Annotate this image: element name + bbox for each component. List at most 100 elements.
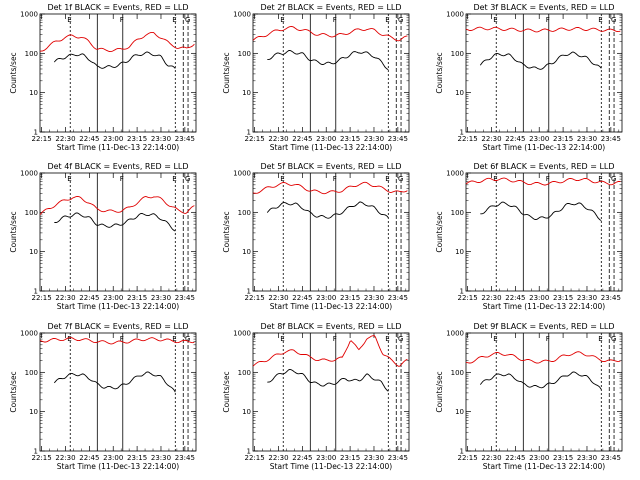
panel-title: Det 3f BLACK = Events, RED = LLD [473,3,614,12]
events-series-line [267,50,389,71]
y-tick-label: 1 [247,448,251,456]
x-tick-label: 23:30 [577,294,597,302]
x-tick-label: 23:30 [151,454,171,462]
lld-series-line [39,31,195,53]
x-tick-label: 23:15 [553,454,573,462]
y-axis-label: Counts/sec [435,52,444,93]
x-tick-label: 22:30 [481,454,501,462]
y-tick-label: 10 [29,408,38,416]
panel-title: Det 6f BLACK = Events, RED = LLD [473,162,614,171]
x-axis-label: Start Time (11-Dec-13 22:14:00) [483,143,605,152]
x-tick-label: 23:15 [127,294,147,302]
x-tick-label: 23:00 [103,454,123,462]
y-tick-label: 10 [29,248,38,256]
marker-label: E [493,175,497,183]
x-tick-label: 23:15 [340,294,360,302]
plot-frame [465,172,623,292]
lld-series-line [465,26,621,33]
y-tick-label: 1000 [233,330,251,338]
x-tick-label: 22:15 [31,294,51,302]
x-axis-label: Start Time (11-Dec-13 22:14:00) [57,302,179,311]
x-tick-label: 23:45 [601,135,621,143]
marker-label: E [493,335,497,343]
x-tick-label: 22:30 [55,294,75,302]
plot-frame [252,13,410,133]
panel-1: Det 1f BLACK = Events, RED = LLD 1 10 100 10… [9,3,197,152]
marker-label: E [385,16,389,24]
y-tick-label: 100 [451,369,464,377]
plot-frame [39,332,197,452]
marker-label: F [546,335,550,343]
panel-title: Det 4f BLACK = Events, RED = LLD [47,162,188,171]
x-tick-label: 22:30 [481,135,501,143]
y-tick-label: 100 [238,209,251,217]
marker-label: E [172,335,176,343]
y-tick-label: 100 [25,369,38,377]
x-tick-label: 22:15 [244,454,264,462]
marker-label: E [280,335,284,343]
x-tick-label: 23:30 [364,454,384,462]
x-axis-label: Start Time (11-Dec-13 22:14:00) [57,462,179,471]
x-tick-label: 23:30 [151,135,171,143]
x-tick-label: 22:45 [79,135,99,143]
events-series-line [266,201,389,219]
x-tick-label: 22:30 [268,454,288,462]
panel-4: Det 4f BLACK = Events, RED = LLD 1 10 100 10… [9,162,197,311]
marker-label: F [546,175,550,183]
x-tick-label: 23:00 [103,294,123,302]
marker-label: E [280,175,284,183]
y-tick-label: 100 [451,50,464,58]
x-tick-label: 23:30 [577,454,597,462]
x-tick-label: 22:45 [505,294,525,302]
x-tick-label: 22:15 [457,454,477,462]
x-tick-label: 23:45 [388,135,408,143]
x-tick-label: 23:45 [601,454,621,462]
marker-label: E [385,175,389,183]
x-tick-label: 22:30 [268,294,288,302]
y-tick-label: 10 [455,408,464,416]
x-axis-label: Start Time (11-Dec-13 22:14:00) [483,462,605,471]
lld-series-line [465,177,621,186]
events-series-line [267,369,389,392]
panel-title: Det 5f BLACK = Events, RED = LLD [260,162,401,171]
marker-label: F [120,335,124,343]
x-tick-label: 22:45 [292,454,312,462]
panel-title: Det 9f BLACK = Events, RED = LLD [473,322,614,331]
x-tick-label: 23:30 [577,135,597,143]
x-tick-label: 23:30 [364,294,384,302]
x-tick-label: 22:15 [457,135,477,143]
x-tick-label: 23:00 [529,294,549,302]
plot-frame [39,172,197,292]
x-tick-label: 22:45 [505,454,525,462]
plot-frame [39,13,197,133]
marker-label: F [120,175,124,183]
y-tick-label: 100 [25,50,38,58]
lld-series-line [252,181,408,195]
y-axis-label: Counts/sec [9,211,18,252]
marker-label: E [598,16,602,24]
y-tick-label: 10 [242,89,251,97]
marker-label: G [611,175,616,183]
panel-9: Det 9f BLACK = Events, RED = LLD 1 10 100 10… [435,322,623,471]
x-axis-label: Start Time (11-Dec-13 22:14:00) [57,143,179,152]
marker-label: G [185,335,190,343]
panel-7: Det 7f BLACK = Events, RED = LLD 1 10 100 10… [9,322,197,471]
y-tick-label: 1000 [233,170,251,178]
x-tick-label: 23:00 [316,294,336,302]
y-tick-label: 100 [238,369,251,377]
x-tick-label: 23:00 [529,135,549,143]
x-tick-label: 22:30 [268,135,288,143]
plot-frame [465,332,623,452]
marker-label: F [333,175,337,183]
x-tick-label: 22:45 [79,454,99,462]
y-tick-label: 1 [460,129,464,137]
marker-label: F [546,16,550,24]
x-tick-label: 22:30 [55,454,75,462]
plot-frame [252,332,410,452]
lld-series-line [39,196,195,216]
y-tick-label: 1 [34,129,38,137]
x-tick-label: 23:45 [601,294,621,302]
y-tick-label: 10 [29,89,38,97]
panel-3: Det 3f BLACK = Events, RED = LLD 1 10 100 10… [435,3,623,152]
